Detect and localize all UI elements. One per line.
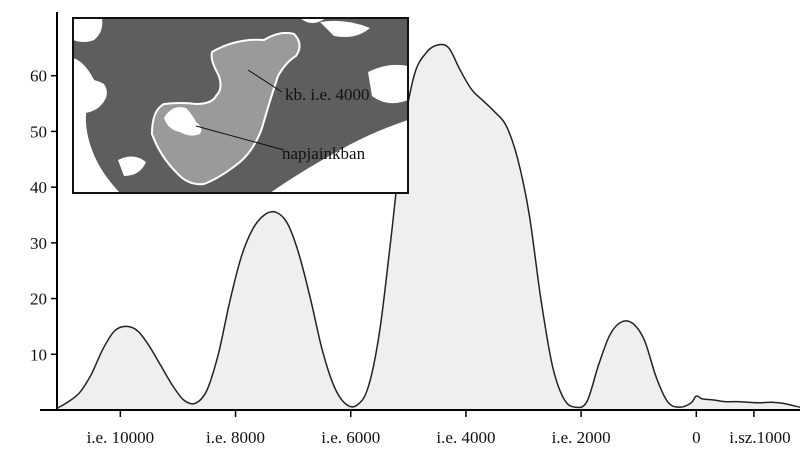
x-tick-label: i.e. 4000 [436, 428, 495, 447]
inset-land-patch [368, 64, 408, 104]
x-tick-label: i.e. 8000 [206, 428, 265, 447]
y-tick-label: 20 [30, 290, 47, 309]
x-tick-label: 0 [692, 428, 701, 447]
x-tick-label: i.e. 6000 [321, 428, 380, 447]
inset-land-patch [73, 18, 103, 42]
y-tick-label: 30 [30, 234, 47, 253]
inset-label-modern-lake: napjainkban [282, 144, 366, 163]
inset-label-ancient-lake: kb. i.e. 4000 [285, 85, 370, 104]
y-tick-label: 40 [30, 178, 47, 197]
inset-leader-line-modern [195, 125, 285, 151]
x-tick-label: i.sz.1000 [729, 428, 790, 447]
axes [40, 12, 800, 411]
y-tick-label: 60 [30, 67, 47, 86]
inset-land-patch [73, 79, 107, 114]
series-area-fill [57, 44, 800, 411]
y-ticks: 10 20 30 40 50 60 [30, 67, 57, 364]
inset-ancient-lake [150, 31, 301, 186]
inset-land-patch [300, 166, 350, 188]
series-line [56, 43, 800, 409]
y-tick-label: 50 [30, 122, 47, 141]
inset-map: kb. i.e. 4000 napjainkban [72, 17, 409, 194]
x-tick-label: i.e. 10000 [87, 428, 155, 447]
inset-modern-lake [164, 107, 202, 136]
y-tick-label: 10 [30, 345, 47, 364]
plot-area [56, 43, 800, 411]
inset-map-frame [72, 17, 409, 194]
inset-land-patch [320, 20, 370, 37]
x-ticks: i.e. 10000 i.e. 8000 i.e. 6000 i.e. 4000 i.e… [87, 410, 791, 447]
inset-leader-line-ancient [247, 69, 283, 93]
inset-land-patch [118, 156, 146, 176]
x-tick-label: i.e. 2000 [552, 428, 611, 447]
